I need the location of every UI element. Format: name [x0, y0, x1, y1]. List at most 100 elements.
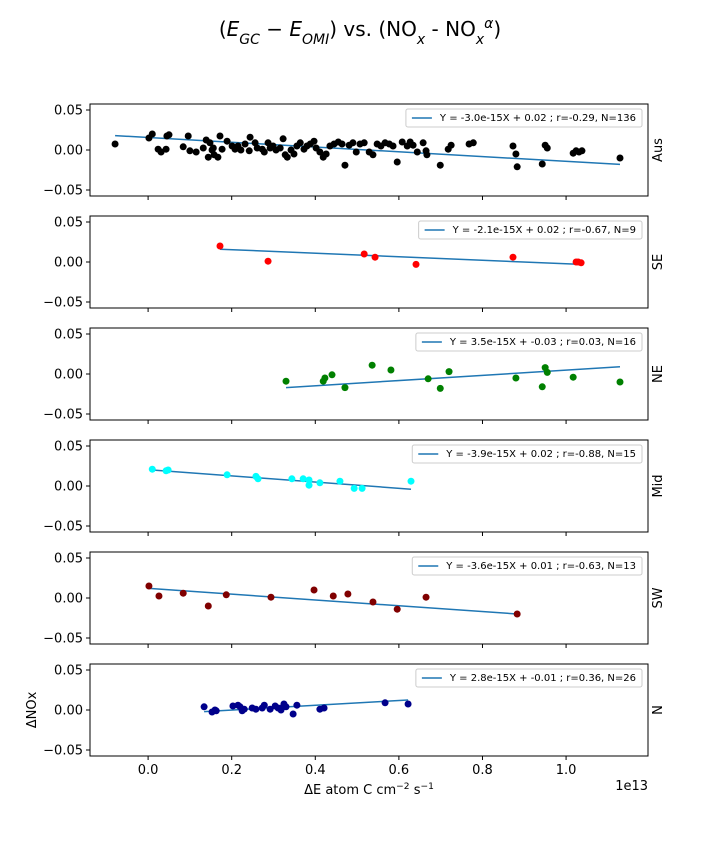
legend-box — [405, 108, 643, 128]
point — [289, 710, 297, 718]
fit-line — [285, 366, 621, 389]
point — [216, 132, 224, 140]
legend-label: Y = 2.8e-15X + -0.01 ; r=0.36, N=26 — [449, 673, 636, 684]
point — [577, 259, 585, 267]
point — [509, 142, 517, 150]
y-tick-label: −0.05 — [43, 296, 83, 311]
x-offset: 1e13 — [615, 779, 648, 794]
point — [447, 141, 455, 149]
point — [543, 368, 551, 376]
text-part: − — [260, 17, 289, 41]
region-label: SW — [651, 587, 666, 608]
text-part: ( — [219, 17, 227, 41]
point — [179, 589, 187, 597]
text-part: - NO — [425, 17, 476, 41]
point — [184, 132, 192, 140]
point — [237, 146, 245, 154]
y-tick-label: 0.05 — [54, 440, 83, 455]
point — [578, 147, 586, 155]
point — [293, 701, 301, 709]
point — [349, 139, 357, 147]
point — [321, 374, 329, 382]
point — [290, 150, 298, 158]
legend-box — [415, 668, 643, 688]
text-part: OMI — [302, 32, 329, 48]
y-tick-label: −0.05 — [43, 744, 83, 759]
point — [513, 163, 521, 171]
point — [179, 143, 187, 151]
point — [404, 700, 412, 708]
region-label: NE — [651, 365, 666, 383]
x-tick-label: 1.0 — [556, 763, 577, 778]
text-part: ) vs. (NO — [329, 17, 417, 41]
point — [512, 150, 520, 158]
text-part: x — [475, 32, 485, 48]
point — [252, 705, 260, 713]
point — [538, 383, 546, 391]
point — [266, 705, 274, 713]
point — [328, 371, 336, 379]
point — [310, 586, 318, 594]
x-tick-label: 0.6 — [389, 763, 410, 778]
text-part: −1 — [420, 782, 433, 792]
point — [223, 137, 231, 145]
point — [299, 475, 307, 483]
point — [277, 706, 285, 714]
point — [338, 140, 346, 148]
point — [322, 150, 330, 158]
point — [155, 592, 163, 600]
text-part: x — [416, 32, 426, 48]
point — [422, 147, 430, 155]
point — [240, 705, 248, 713]
point — [264, 257, 272, 265]
y-tick-label: 0.00 — [54, 704, 83, 719]
point — [212, 707, 220, 715]
legend-label: Y = -3.0e-15X + 0.02 ; r=-0.29, N=136 — [439, 113, 636, 124]
point — [389, 142, 397, 150]
fit-line — [219, 248, 582, 266]
point — [350, 484, 358, 492]
point — [162, 145, 170, 153]
point — [204, 153, 212, 161]
point — [336, 477, 344, 485]
region-label: Aus — [651, 138, 666, 162]
y-tick-label: 0.00 — [54, 480, 83, 495]
point — [445, 368, 453, 376]
point — [241, 140, 249, 148]
y-tick-label: −0.05 — [43, 632, 83, 647]
point — [282, 377, 290, 385]
point — [148, 130, 156, 138]
point — [216, 242, 224, 250]
point — [305, 481, 313, 489]
x-tick-label: 0.0 — [138, 763, 159, 778]
legend-box — [418, 220, 643, 240]
legend-label: Y = 3.5e-15X + -0.03 ; r=0.03, N=16 — [449, 337, 636, 348]
xlabel-parts: ΔE atom C cm−2 s−1 — [304, 782, 434, 798]
y-tick-label: 0.05 — [54, 216, 83, 231]
y-tick-label: 0.05 — [54, 552, 83, 567]
fit-line — [148, 587, 518, 615]
point — [204, 602, 212, 610]
y-tick-label: 0.00 — [54, 592, 83, 607]
legend-box — [411, 556, 643, 576]
point — [436, 161, 444, 169]
region-label: SE — [651, 254, 666, 270]
point — [206, 139, 214, 147]
point — [279, 135, 287, 143]
point — [352, 148, 360, 156]
point — [245, 147, 253, 155]
region-label: N — [651, 705, 666, 715]
point — [422, 593, 430, 601]
legend-label: Y = -3.6e-15X + 0.01 ; r=-0.63, N=13 — [445, 561, 636, 572]
point — [569, 373, 577, 381]
point — [393, 605, 401, 613]
point — [165, 131, 173, 139]
legend-label: Y = -3.9e-15X + 0.02 ; r=-0.88, N=15 — [445, 449, 636, 460]
y-label: ΔNOx — [25, 691, 40, 728]
point — [214, 153, 222, 161]
point — [258, 704, 266, 712]
point — [371, 253, 379, 261]
legend-box — [415, 332, 643, 352]
point — [222, 591, 230, 599]
